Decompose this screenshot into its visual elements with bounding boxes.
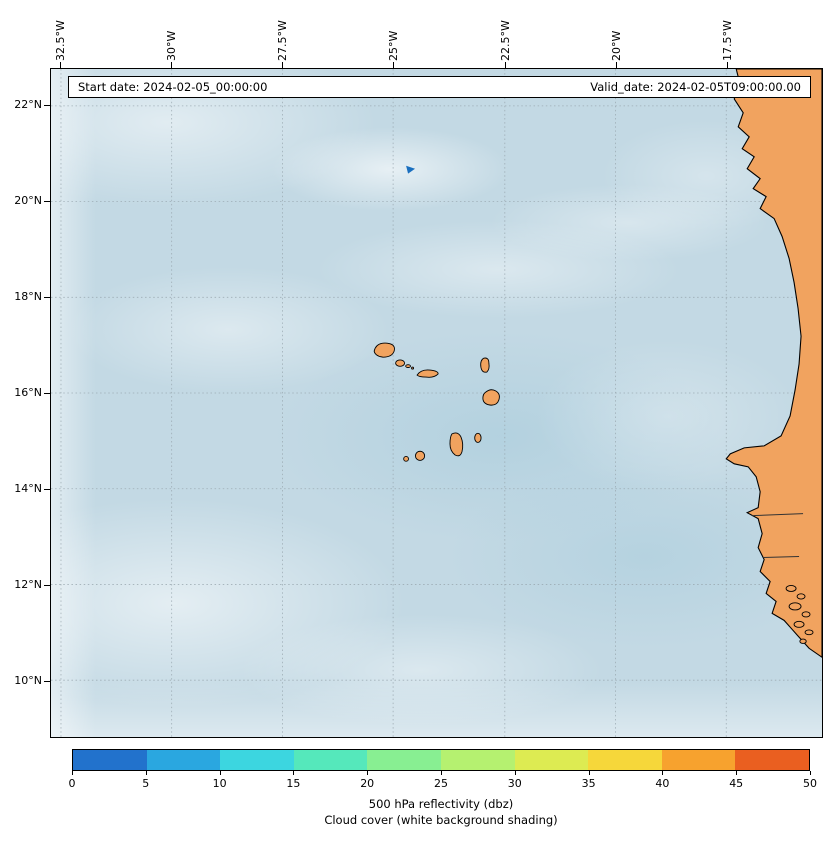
colorbar-tick-label: 45: [729, 777, 744, 790]
coastline-west-africa: [725, 69, 822, 658]
colorbar-tick-mark: [145, 771, 147, 775]
map-svg: [51, 69, 822, 737]
lat-tick-mark: [44, 201, 50, 202]
lat-tick-label: 16°N: [14, 386, 42, 399]
colorbar-segment: [146, 750, 221, 770]
colorbar: [72, 749, 810, 771]
lon-tick-mark: [171, 62, 172, 68]
lat-tick-mark: [44, 585, 50, 586]
valid-date-text: Valid_date: 2024-02-05T09:00:00.00: [590, 80, 801, 94]
lon-tick-mark: [505, 62, 506, 68]
lon-tick-label: 17.5°W: [721, 20, 734, 61]
colorbar-tick-mark: [514, 771, 516, 775]
gambia-river: [752, 513, 804, 517]
lon-tick-mark: [727, 62, 728, 68]
colorbar-segment: [293, 750, 368, 770]
colorbar-tick-label: 15: [286, 777, 301, 790]
lon-tick-mark: [616, 62, 617, 68]
lat-tick-mark: [44, 105, 50, 106]
colorbar-tick-mark: [662, 771, 664, 775]
colorbar-tick-label: 0: [68, 777, 76, 790]
colorbar-tick-mark: [72, 771, 73, 775]
colorbar-tick-label: 25: [434, 777, 448, 790]
colorbar-segment: [220, 750, 294, 770]
lat-tick-label: 10°N: [14, 674, 42, 687]
colorbar-tick-mark: [441, 771, 442, 775]
cape-verde-islands: [373, 342, 500, 462]
start-date-text: Start date: 2024-02-05_00:00:00: [78, 80, 268, 94]
lat-tick-label: 12°N: [14, 578, 42, 591]
bijagos-islands: [785, 585, 814, 644]
colorbar-segment: [367, 750, 441, 770]
lat-tick-mark: [44, 393, 50, 394]
lat-tick-mark: [44, 489, 50, 490]
colorbar-segment: [735, 750, 809, 770]
colorbar-segment: [588, 750, 662, 770]
colorbar-tick-label: 20: [360, 777, 375, 790]
colorbar-segment: [73, 750, 147, 770]
colorbar-tick-label: 35: [581, 777, 596, 790]
colorbar-label: 500 hPa reflectivity (dbz): [368, 797, 514, 811]
lon-tick-mark: [282, 62, 283, 68]
map-area: Start date: 2024-02-05_00:00:00 Valid_da…: [50, 68, 823, 738]
lon-tick-label: 32.5°W: [54, 20, 67, 61]
colorbar-tick-mark: [736, 771, 738, 775]
lon-tick-label: 22.5°W: [499, 20, 512, 61]
gridlines: [51, 69, 822, 737]
lon-tick-label: 20°W: [610, 30, 623, 61]
figure-subtitle: Cloud cover (white background shading): [324, 813, 558, 827]
lon-tick-label: 25°W: [387, 30, 400, 61]
colorbar-segment: [661, 750, 736, 770]
lon-tick-label: 30°W: [165, 30, 178, 61]
casamance-river: [763, 556, 800, 559]
colorbar-tick-label: 50: [803, 777, 817, 790]
colorbar-tick-mark: [810, 771, 811, 775]
colorbar-tick-label: 10: [212, 777, 227, 790]
lat-tick-label: 20°N: [14, 194, 42, 207]
lon-tick-label: 27.5°W: [276, 20, 289, 61]
lon-tick-mark: [60, 62, 61, 68]
colorbar-tick-mark: [219, 771, 221, 775]
colorbar-tick-mark: [588, 771, 590, 775]
colorbar-tick-mark: [367, 771, 369, 775]
lat-tick-label: 14°N: [14, 482, 42, 495]
colorbar-tick-mark: [293, 771, 295, 775]
lon-tick-mark: [393, 62, 394, 68]
lat-tick-label: 18°N: [14, 290, 42, 303]
reflectivity-marker: [406, 165, 416, 174]
colorbar-tick-label: 30: [507, 777, 522, 790]
lat-tick-mark: [44, 681, 50, 682]
colorbar-segment: [514, 750, 589, 770]
date-annotation: Start date: 2024-02-05_00:00:00 Valid_da…: [68, 76, 811, 98]
lat-tick-mark: [44, 297, 50, 298]
lat-tick-label: 22°N: [14, 98, 42, 111]
colorbar-segment: [440, 750, 515, 770]
colorbar-tick-label: 5: [142, 777, 150, 790]
ocean-cloud-shading: [51, 69, 822, 737]
colorbar-tick-label: 40: [655, 777, 670, 790]
